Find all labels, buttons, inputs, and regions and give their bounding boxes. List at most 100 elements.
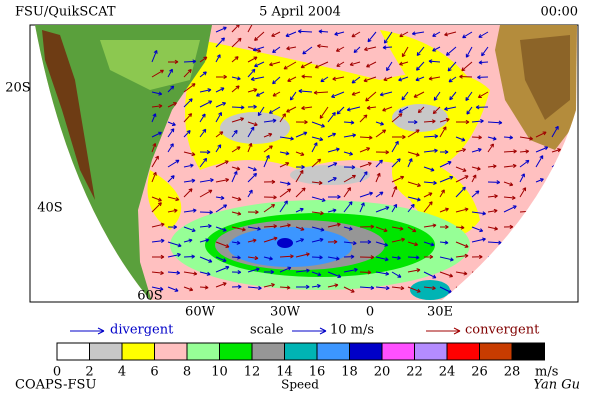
wind-arrow	[503, 135, 514, 140]
wind-arrow	[199, 223, 212, 229]
wind-arrow	[465, 91, 473, 101]
wind-arrow	[231, 284, 242, 289]
wind-arrow	[215, 74, 227, 80]
wind-arrow	[379, 91, 393, 97]
wind-arrow	[167, 241, 182, 248]
wind-arrow	[151, 286, 164, 291]
wind-arrow	[311, 180, 323, 185]
wind-arrow	[311, 121, 325, 128]
wind-arrow	[391, 185, 398, 198]
wind-arrow	[215, 144, 222, 153]
wind-arrow	[247, 121, 258, 127]
wind-arrow	[263, 179, 276, 184]
wind-arrow	[477, 91, 489, 99]
colorbar-unit: m/s	[535, 365, 558, 380]
wind-arrow	[286, 106, 297, 113]
wind-arrow	[382, 106, 393, 112]
wind-arrow	[503, 149, 517, 154]
wind-arrow	[359, 285, 375, 290]
wind-arrow	[183, 83, 196, 93]
wind-arrow	[285, 31, 297, 38]
wind-arrow	[475, 105, 489, 110]
colorbar-label: 0	[53, 365, 61, 380]
wind-arrow	[183, 163, 194, 168]
wind-arrow	[487, 226, 499, 231]
title: FSU/QuikSCAT	[15, 5, 116, 20]
wind-arrow	[359, 162, 372, 168]
wind-arrow	[295, 207, 304, 213]
wind-arrow	[391, 271, 402, 278]
wind-arrow	[231, 37, 242, 48]
wind-arrow	[263, 269, 275, 275]
wind-arrow	[311, 271, 322, 277]
wind-arrow	[167, 224, 178, 230]
wind-arrow	[279, 151, 290, 156]
colorbar: 0 2 4 6 8 10 12 14 16 18 20 22 24 26 28	[53, 342, 545, 380]
colorbar-box	[186, 342, 220, 361]
colorbar-box	[414, 342, 448, 361]
wind-arrow	[478, 31, 489, 38]
wind-arrow	[183, 271, 198, 276]
wind-arrow	[319, 106, 329, 119]
wind-arrow	[231, 196, 242, 201]
wind-arrow	[199, 157, 208, 168]
wind-arrow	[439, 207, 449, 213]
wind-arrow	[263, 204, 276, 213]
wind-arrow	[327, 132, 337, 138]
lon-label: 0	[366, 305, 374, 320]
colorbar-box	[89, 342, 123, 361]
wind-arrow	[391, 134, 406, 140]
wind-arrow	[433, 91, 441, 101]
wind-arrow	[428, 76, 441, 81]
wind-arrow	[167, 143, 174, 153]
wind-arrow	[423, 201, 433, 213]
wind-arrow	[375, 172, 381, 183]
wind-arrow	[151, 238, 165, 243]
wind-arrow	[359, 224, 375, 229]
wind-arrow	[415, 61, 425, 71]
wind-arrow	[462, 31, 473, 39]
wind-arrow	[279, 254, 294, 259]
wind-arrow	[279, 285, 291, 290]
wind-arrow	[445, 46, 457, 56]
wind-arrow	[320, 76, 329, 83]
wind-arrow	[183, 254, 195, 259]
wind-arrow	[343, 174, 356, 183]
wind-arrow	[551, 148, 562, 153]
colorbar-box	[284, 342, 318, 361]
wind-arrow	[455, 253, 469, 258]
wind-arrow	[487, 164, 497, 169]
wind-arrow	[407, 268, 421, 273]
wind-arrow	[151, 155, 159, 168]
wind-arrow	[359, 202, 365, 213]
wind-arrow	[279, 188, 292, 198]
wind-arrow	[391, 255, 401, 260]
colorbar-label: 28	[504, 365, 521, 380]
wind-arrow	[151, 254, 165, 260]
wind-arrow	[311, 158, 322, 168]
wind-arrow	[215, 265, 230, 273]
wind-arrow	[311, 283, 321, 289]
wind-arrow	[167, 175, 175, 183]
wind-arrow	[295, 131, 308, 138]
wind-arrow	[423, 285, 436, 291]
wind-arrow	[503, 163, 517, 169]
wind-arrow	[327, 162, 338, 168]
wind-arrow	[364, 46, 377, 52]
wind-arrow	[391, 285, 405, 291]
wind-arrow	[477, 75, 489, 80]
colorbar-label: 8	[183, 365, 191, 380]
wind-arrow	[231, 25, 240, 33]
wind-arrow	[263, 236, 278, 243]
wind-arrow	[487, 208, 498, 214]
wind-arrow	[295, 252, 310, 258]
wind-arrow	[167, 196, 180, 202]
wind-arrow	[167, 208, 178, 213]
wind-arrow	[215, 54, 221, 63]
wind-arrow	[471, 190, 480, 198]
wind-arrow	[199, 56, 208, 63]
wind-arrow	[391, 140, 399, 153]
wind-arrow	[519, 136, 534, 141]
wind-arrow	[383, 76, 393, 82]
wind-arrow	[423, 192, 433, 198]
